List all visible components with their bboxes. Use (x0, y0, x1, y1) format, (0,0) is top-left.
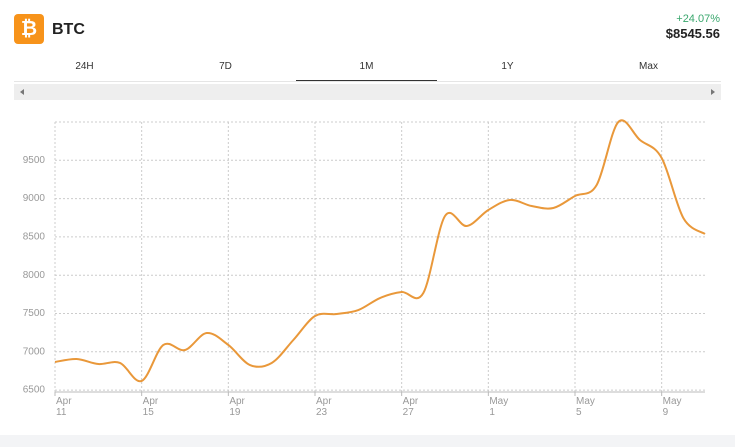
y-tick-label: 6500 (23, 385, 46, 396)
y-tick-label: 7500 (23, 308, 46, 319)
x-tick-label: May 5 (576, 396, 595, 418)
price: $8545.56 (665, 26, 720, 41)
x-tick-label: Apr 27 (402, 396, 419, 418)
symbol: BTC (52, 21, 85, 38)
x-tick-label: May 9 (662, 396, 682, 418)
tab[interactable]: Max (639, 61, 658, 72)
y-tick-label: 7000 (23, 346, 46, 357)
x-tick-label: Apr 11 (56, 396, 72, 418)
tab[interactable]: 7D (219, 61, 232, 72)
x-tick-label: Apr 23 (316, 396, 332, 418)
y-tick-label: 9500 (23, 155, 46, 166)
x-tick-label: Apr 15 (142, 396, 159, 418)
y-tick-label: 9000 (23, 193, 46, 204)
y-tick-label: 8500 (23, 232, 46, 243)
footer (0, 435, 735, 447)
tab-divider (14, 81, 721, 82)
scrollbar[interactable] (14, 84, 721, 100)
price-line (54, 119, 706, 383)
change: +24.07% (676, 13, 720, 25)
tab[interactable]: 24H (75, 61, 94, 72)
tab[interactable]: 1Y (501, 61, 514, 72)
scroll-arrows (20, 89, 715, 95)
x-tick-label: Apr 19 (229, 396, 245, 418)
y-tick-label: 8000 (23, 270, 46, 281)
coin-icon: ₿ (14, 14, 44, 44)
x-tick-label: May 1 (489, 396, 509, 418)
